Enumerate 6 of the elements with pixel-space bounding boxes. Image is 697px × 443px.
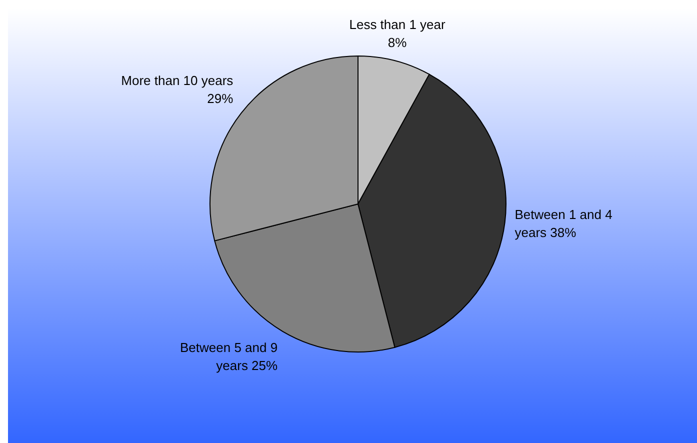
slice-label: Between 1 and 4 years 38%: [514, 206, 612, 240]
data-label: 29%: [207, 91, 234, 106]
data-label: 8%: [388, 34, 408, 50]
slice-label: Less than 1 year: [349, 16, 446, 32]
slice-label: More than 10 years: [121, 73, 234, 88]
slice-label: Between 5 and 9 years 25%: [180, 340, 278, 373]
